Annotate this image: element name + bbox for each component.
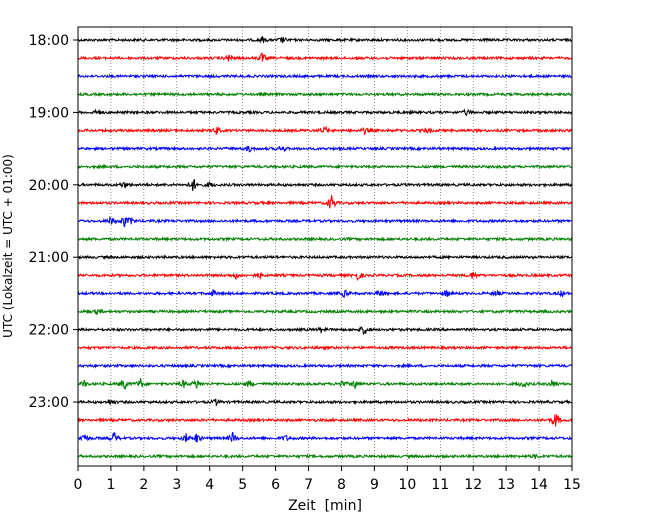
y-axis-label: UTC (Lokalzeit = UTC + 01:00) [1,154,15,338]
x-tick-label: 9 [370,477,379,493]
seismic-trace [77,51,573,62]
seismic-trace [77,398,573,406]
seismic-trace [77,271,573,282]
vertical-gridlines [110,27,540,466]
x-tick-label: 4 [205,477,214,493]
y-tick-label: 21:00 [29,250,69,266]
x-tick-label: 1 [106,477,115,493]
x-tick-label: 7 [304,477,313,493]
seismic-trace [77,35,573,44]
y-tick-label: 22:00 [29,323,69,339]
seismic-trace [77,236,573,243]
x-tick-label: 11 [431,477,449,493]
seismic-trace [77,344,573,351]
seismic-trace [77,163,573,170]
x-tick-label: 10 [398,477,416,493]
y-tick-label: 19:00 [29,105,69,121]
x-tick-label: 0 [74,477,83,493]
seismic-trace [77,145,573,153]
seismic-trace [78,125,573,135]
x-tick-label: 5 [238,477,247,493]
x-tick-label: 3 [172,477,181,493]
x-axis-ticks: 0 1 2 3 4 5 6 7 8 9 10 11 12 13 14 15 [74,466,581,493]
seismic-trace [77,378,573,390]
y-tick-label: 18:00 [29,33,69,49]
seismic-trace [77,362,573,369]
seismic-trace [77,453,573,460]
seismic-trace [77,179,573,192]
plot-frame [77,26,573,467]
x-tick-label: 15 [563,477,581,493]
seismic-trace [77,326,573,335]
x-tick-label: 8 [337,477,346,493]
x-tick-label: 14 [530,477,548,493]
y-axis-ticks: 18:00 19:00 20:00 21:00 22:00 23:00 [29,33,78,411]
seismic-trace [77,108,573,117]
seismic-trace [77,288,573,298]
x-tick-label: 2 [139,477,148,493]
seismic-trace [77,431,573,443]
y-tick-label: 20:00 [29,178,69,194]
seismic-trace [77,308,573,315]
seismic-trace [77,73,573,80]
plot-background [78,27,572,466]
trace-group [77,35,573,460]
seismic-trace [77,91,573,98]
seismic-trace [77,215,573,228]
y-tick-label: 23:00 [29,395,69,411]
x-axis-label: Zeit [min] [288,498,362,514]
seismic-trace [77,254,573,261]
seismic-trace [77,194,573,209]
x-tick-label: 12 [464,477,482,493]
x-tick-label: 6 [271,477,280,493]
x-tick-label: 13 [497,477,515,493]
seismic-trace [77,414,573,427]
